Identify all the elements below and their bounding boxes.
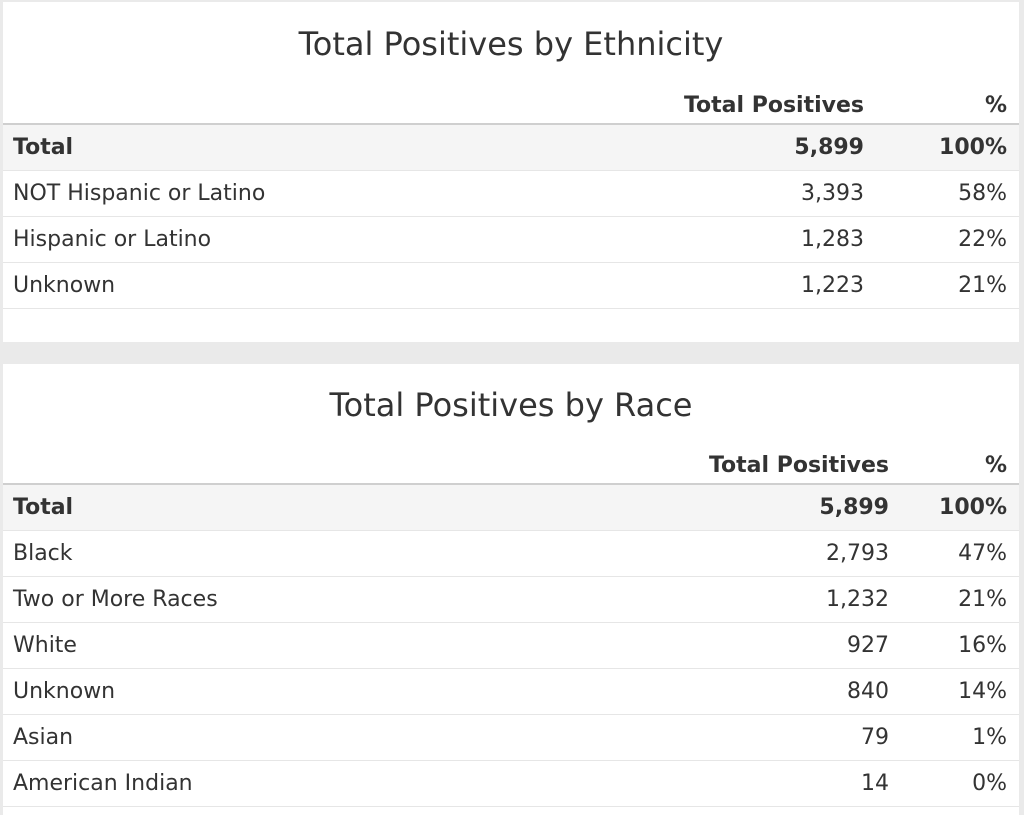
column-header-label: [3, 448, 689, 485]
row-total-positives: 1,223: [664, 262, 864, 309]
row-label: Total: [3, 124, 664, 171]
ethnicity-title: Total Positives by Ethnicity: [298, 25, 724, 63]
row-total-positives: 5,899: [689, 484, 889, 531]
table-row: Unknown 840 14%: [3, 668, 1019, 715]
row-label: Unknown: [3, 668, 689, 715]
row-total-positives: 927: [689, 622, 889, 669]
table-row: Asian 79 1%: [3, 714, 1019, 761]
row-total-positives: 79: [689, 714, 889, 761]
row-total-positives: 2,793: [689, 530, 889, 577]
column-header-total-positives: Total Positives: [664, 88, 864, 125]
row-percent: 16%: [889, 622, 1019, 669]
column-header-label: [3, 88, 664, 125]
table-row: American Indian 14 0%: [3, 760, 1019, 807]
row-label: NOT Hispanic or Latino: [3, 170, 664, 217]
table-row: Hispanic or Latino 1,283 22%: [3, 216, 1019, 263]
row-total-positives: 840: [689, 668, 889, 715]
row-label: Unknown: [3, 262, 664, 309]
table-row: White 927 16%: [3, 622, 1019, 669]
table-row: Two or More Races 1,232 21%: [3, 576, 1019, 623]
column-header-total-positives: Total Positives: [689, 448, 889, 485]
row-percent: 47%: [889, 530, 1019, 577]
table-row-total: Total 5,899 100%: [3, 124, 1019, 171]
race-table: Total Positives % Total 5,899 100% Black…: [3, 448, 1019, 807]
row-label: Total: [3, 484, 689, 531]
column-header-percent: %: [889, 448, 1019, 485]
row-total-positives: 1,232: [689, 576, 889, 623]
row-total-positives: 5,899: [664, 124, 864, 171]
row-percent: 21%: [889, 576, 1019, 623]
row-percent: 22%: [864, 216, 1019, 263]
race-card: Total Positives by Race Total Positives …: [3, 364, 1019, 815]
row-percent: 1%: [889, 714, 1019, 761]
table-row: Black 2,793 47%: [3, 530, 1019, 577]
ethnicity-card: Total Positives by Ethnicity Total Posit…: [3, 2, 1019, 342]
row-total-positives: 3,393: [664, 170, 864, 217]
race-title: Total Positives by Race: [329, 386, 693, 424]
row-percent: 58%: [864, 170, 1019, 217]
row-label: Hispanic or Latino: [3, 216, 664, 263]
row-percent: 100%: [889, 484, 1019, 531]
row-label: American Indian: [3, 760, 689, 807]
row-percent: 0%: [889, 760, 1019, 807]
row-label: Asian: [3, 714, 689, 761]
row-label: Black: [3, 530, 689, 577]
ethnicity-table: Total Positives % Total 5,899 100% NOT H…: [3, 88, 1019, 309]
table-header-row: Total Positives %: [3, 448, 1019, 485]
table-header-row: Total Positives %: [3, 88, 1019, 125]
row-total-positives: 1,283: [664, 216, 864, 263]
row-percent: 100%: [864, 124, 1019, 171]
table-row: NOT Hispanic or Latino 3,393 58%: [3, 170, 1019, 217]
row-label: White: [3, 622, 689, 669]
table-row: Unknown 1,223 21%: [3, 262, 1019, 309]
column-header-percent: %: [864, 88, 1019, 125]
row-label: Two or More Races: [3, 576, 689, 623]
row-percent: 14%: [889, 668, 1019, 715]
row-total-positives: 14: [689, 760, 889, 807]
row-percent: 21%: [864, 262, 1019, 309]
table-row-total: Total 5,899 100%: [3, 484, 1019, 531]
